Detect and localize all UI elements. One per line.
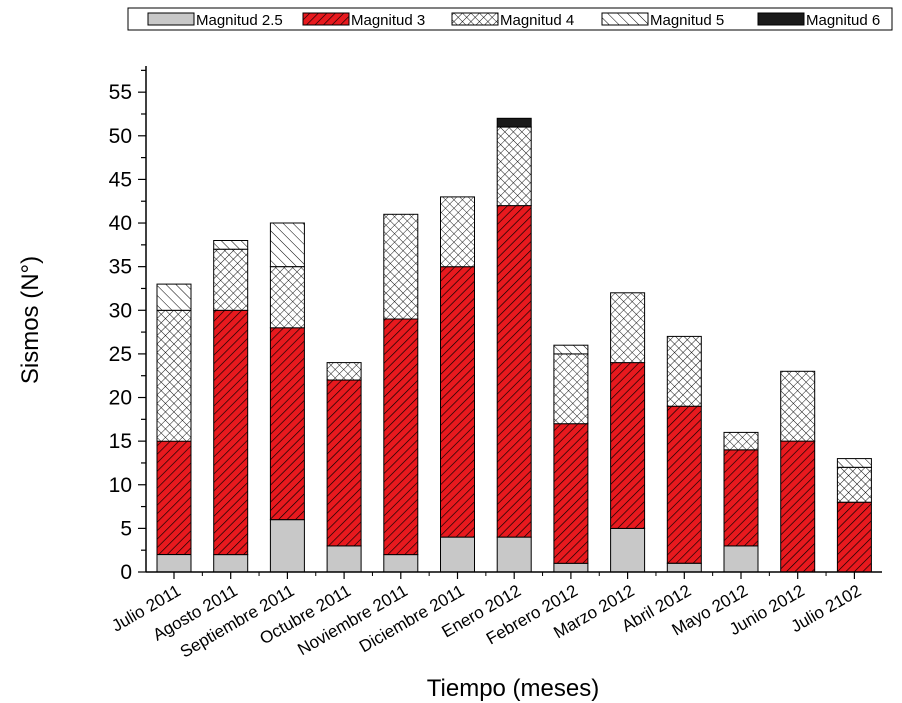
legend: Magnitud 2.5 Magnitud 3 Magnitud 4 Magnitud… [127,7,893,31]
y-tick-label: 0 [120,561,132,584]
bar-magnitud-3-noviembre-2011 [383,318,419,556]
legend-swatch-magnitud-6 [757,12,805,26]
y-tick-label: 45 [109,168,132,191]
bar-magnitud-2-5-agosto-2011 [213,554,249,573]
bar-magnitud-4-diciembre-2011 [440,196,475,268]
x-axis-title: Tiempo (meses) [427,675,599,702]
bar-magnitud-4-junio-2012 [780,370,816,442]
legend-swatch-magnitud-2-5 [147,12,195,26]
bar-magnitud-3-agosto-2011 [213,309,249,556]
y-tick-label: 40 [109,212,132,235]
bar-magnitud-2-5-enero-2012 [496,536,532,573]
bar-magnitud-3-abril-2012 [666,405,702,564]
bar-magnitud-3-junio-2012 [780,440,816,573]
bar-magnitud-4-febrero-2012 [553,353,589,425]
bar-magnitud-2-5-mayo-2012 [723,545,759,573]
bar-magnitud-3-diciembre-2011 [440,266,475,538]
bar-magnitud-5-julio-2102 [836,458,872,468]
y-tick-label: 15 [109,430,132,453]
bar-magnitud-4-mayo-2012 [723,431,759,451]
bar-magnitud-5-agosto-2011 [213,240,249,250]
bar-magnitud-4-marzo-2012 [610,292,646,364]
bar-magnitud-2-5-febrero-2012 [553,562,589,573]
legend-swatch-magnitud-3 [302,12,350,26]
bar-magnitud-3-febrero-2012 [553,423,589,564]
legend-label-magnitud-5: Magnitud 5 [650,12,724,29]
bar-magnitud-4-agosto-2011 [213,248,249,311]
y-axis-title: Sismos (N°) [17,256,44,384]
bar-magnitud-2-5-septiembre-2011 [269,519,305,573]
legend-label-magnitud-6: Magnitud 6 [806,12,880,29]
legend-label-magnitud-2-5: Magnitud 2.5 [196,12,283,29]
y-tick-label: 10 [109,474,132,497]
bar-magnitud-4-julio-2102 [836,466,872,503]
bar-magnitud-2-5-marzo-2012 [610,527,646,573]
bar-magnitud-5-julio-2011 [156,283,192,311]
bar-magnitud-4-septiembre-2011 [269,266,305,329]
bar-magnitud-2-5-abril-2012 [666,562,702,573]
y-tick-label: 30 [109,299,132,322]
bar-magnitud-3-octubre-2011 [326,379,362,547]
bar-magnitud-4-julio-2011 [156,309,192,442]
legend-swatch-magnitud-4 [451,12,499,26]
y-tick-label: 5 [120,517,132,540]
legend-label-magnitud-4: Magnitud 4 [500,12,574,29]
bar-magnitud-2-5-noviembre-2011 [383,554,419,573]
y-tick-label: 35 [109,256,132,279]
bar-magnitud-4-octubre-2011 [326,362,362,381]
y-tick-label: 25 [109,343,132,366]
bar-magnitud-3-mayo-2012 [723,449,759,547]
bar-magnitud-2-5-diciembre-2011 [440,536,475,573]
bars-group [156,117,872,573]
y-tick-label: 50 [109,125,132,148]
bar-magnitud-4-abril-2012 [666,335,702,407]
bar-magnitud-6-enero-2012 [496,117,532,128]
legend-label-magnitud-3: Magnitud 3 [351,12,425,29]
bar-magnitud-4-enero-2012 [496,126,532,207]
y-tick-label: 55 [109,81,132,104]
bar-magnitud-3-septiembre-2011 [269,327,305,521]
bar-magnitud-3-marzo-2012 [610,362,646,529]
y-tick-label: 20 [109,387,132,410]
bar-magnitud-5-septiembre-2011 [269,222,305,268]
bar-magnitud-2-5-octubre-2011 [326,545,362,573]
legend-swatch-magnitud-5 [601,12,649,26]
bar-magnitud-2-5-julio-2011 [156,554,192,573]
bar-magnitud-3-julio-2011 [156,440,192,556]
bar-magnitud-3-enero-2012 [496,205,532,538]
bar-magnitud-3-julio-2102 [836,501,872,573]
bar-magnitud-4-noviembre-2011 [383,213,419,320]
bar-magnitud-5-febrero-2012 [553,344,589,355]
